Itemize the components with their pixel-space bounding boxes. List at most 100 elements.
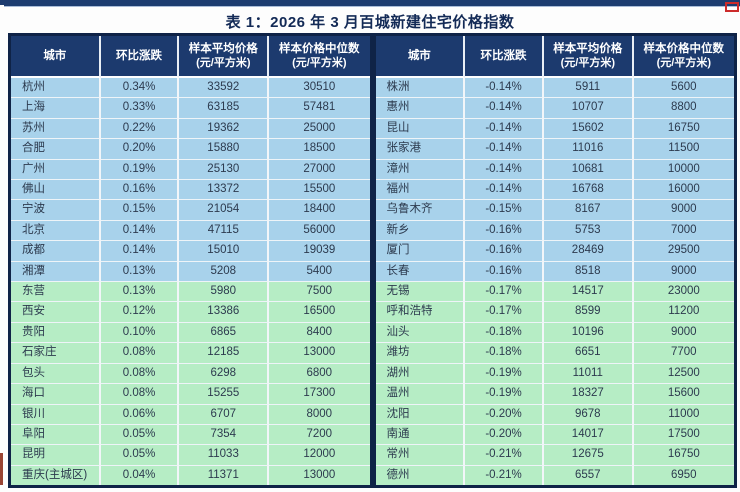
table-row: 长春 -0.16% 8518 9000 (375, 261, 734, 283)
avg-price-cell: 18327 (543, 384, 634, 405)
table-row: 上海 0.33% 63185 57481 (11, 98, 370, 119)
median-price-cell: 56000 (269, 220, 370, 242)
table-row: 佛山 0.16% 13372 15500 (11, 180, 370, 201)
city-cell: 银川 (11, 404, 101, 425)
change-cell: -0.19% (465, 363, 544, 385)
city-cell: 西安 (11, 302, 101, 323)
table-row: 东营 0.13% 5980 7500 (11, 282, 370, 303)
avg-price-cell: 25130 (179, 159, 270, 181)
table-row: 德州 -0.21% 6557 6950 (375, 465, 734, 486)
change-cell: -0.18% (465, 322, 544, 344)
city-cell: 成都 (11, 241, 101, 262)
table-row: 宁波 0.15% 21054 18400 (11, 200, 370, 221)
change-cell: -0.14% (465, 118, 544, 140)
change-cell: -0.15% (465, 200, 544, 221)
change-cell: 0.22% (100, 118, 180, 140)
column-header-label: 样本价格中位数 (643, 43, 725, 55)
avg-price-cell: 16768 (543, 180, 634, 201)
avg-price-cell: 47115 (179, 220, 270, 242)
avg-price-cell: 11033 (179, 445, 270, 466)
avg-price-cell: 15010 (179, 241, 270, 262)
column-header-unit: (元/平方米) (292, 57, 347, 69)
city-cell: 广州 (11, 159, 101, 181)
median-price-cell: 5600 (633, 78, 734, 99)
city-cell: 乌鲁木齐 (375, 200, 466, 221)
column-header-change: 环比涨跌 (465, 36, 544, 78)
avg-price-cell: 33592 (179, 78, 270, 99)
avg-price-cell: 15255 (179, 384, 270, 405)
median-price-cell: 7500 (269, 282, 370, 303)
city-cell: 海口 (11, 384, 101, 405)
median-price-cell: 8800 (633, 98, 734, 119)
avg-price-cell: 8518 (543, 261, 634, 283)
change-cell: -0.14% (465, 180, 544, 201)
table-row: 海口 0.08% 15255 17300 (11, 384, 370, 405)
table-row: 昆山 -0.14% 15602 16750 (375, 118, 734, 140)
city-cell: 无锡 (375, 282, 466, 303)
table-title: 表 1：2026 年 3 月百城新建住宅价格指数 (225, 14, 515, 31)
avg-price-cell: 10707 (543, 98, 634, 119)
column-header-label: 样本价格中位数 (279, 43, 360, 55)
city-cell: 温州 (375, 384, 466, 405)
column-header-avg: 样本平均价格 (元/平方米) (179, 36, 270, 78)
city-cell: 贵阳 (11, 322, 101, 344)
median-price-cell: 29500 (633, 241, 734, 262)
change-cell: 0.34% (100, 78, 180, 99)
avg-price-cell: 10681 (543, 159, 634, 181)
city-cell: 新乡 (375, 220, 466, 242)
table-row: 新乡 -0.16% 5753 7000 (375, 220, 734, 242)
header-row: 城市 环比涨跌 样本平均价格 (元/平方米) 样本价格中位数 (元/平方米) (375, 36, 734, 78)
median-price-cell: 8000 (269, 404, 370, 425)
change-cell: -0.16% (465, 241, 544, 262)
median-price-cell: 6800 (269, 363, 370, 385)
change-cell: 0.12% (100, 302, 180, 323)
change-cell: 0.16% (100, 180, 180, 201)
table-row: 乌鲁木齐 -0.15% 8167 9000 (375, 200, 734, 221)
column-header-city: 城市 (375, 36, 466, 78)
table-row: 重庆(主城区) 0.04% 11371 13000 (11, 465, 370, 486)
avg-price-cell: 5980 (179, 282, 270, 303)
change-cell: -0.18% (465, 343, 544, 364)
median-price-cell: 17500 (633, 424, 734, 446)
city-cell: 东营 (11, 282, 101, 303)
avg-price-cell: 11011 (543, 363, 634, 385)
change-cell: -0.14% (465, 98, 544, 119)
city-cell: 包头 (11, 363, 101, 385)
median-price-cell: 19039 (269, 241, 370, 262)
median-price-cell: 5400 (269, 261, 370, 283)
avg-price-cell: 63185 (179, 98, 270, 119)
median-price-cell: 7700 (633, 343, 734, 364)
median-price-cell: 16750 (633, 445, 734, 466)
change-cell: -0.17% (465, 302, 544, 323)
avg-price-cell: 11371 (179, 465, 270, 486)
city-cell: 苏州 (11, 118, 101, 140)
median-price-cell: 18500 (269, 139, 370, 160)
column-header-label: 环比涨跌 (480, 50, 527, 62)
table-row: 漳州 -0.14% 10681 10000 (375, 159, 734, 181)
table-row: 合肥 0.20% 15880 18500 (11, 139, 370, 160)
city-cell: 昆山 (375, 118, 466, 140)
avg-price-cell: 19362 (179, 118, 270, 140)
table-row: 包头 0.08% 6298 6800 (11, 363, 370, 385)
change-cell: 0.10% (100, 322, 180, 344)
change-cell: -0.20% (465, 404, 544, 425)
median-price-cell: 11200 (633, 302, 734, 323)
table-row: 石家庄 0.08% 12185 13000 (11, 343, 370, 364)
header-row: 城市 环比涨跌 样本平均价格 (元/平方米) 样本价格中位数 (元/平方米) (11, 36, 370, 78)
city-cell: 汕头 (375, 322, 466, 344)
change-cell: 0.08% (100, 384, 180, 405)
table-row: 呼和浩特 -0.17% 8599 11200 (375, 302, 734, 323)
table-row: 株洲 -0.14% 5911 5600 (375, 78, 734, 99)
avg-price-cell: 5911 (543, 78, 634, 99)
median-price-cell: 9000 (633, 322, 734, 344)
change-cell: -0.21% (465, 465, 544, 486)
median-price-cell: 57481 (269, 98, 370, 119)
city-cell: 宁波 (11, 200, 101, 221)
change-cell: 0.15% (100, 200, 180, 221)
change-cell: 0.08% (100, 363, 180, 385)
change-cell: 0.08% (100, 343, 180, 364)
avg-price-cell: 15880 (179, 139, 270, 160)
avg-price-cell: 6298 (179, 363, 270, 385)
change-cell: -0.14% (465, 139, 544, 160)
